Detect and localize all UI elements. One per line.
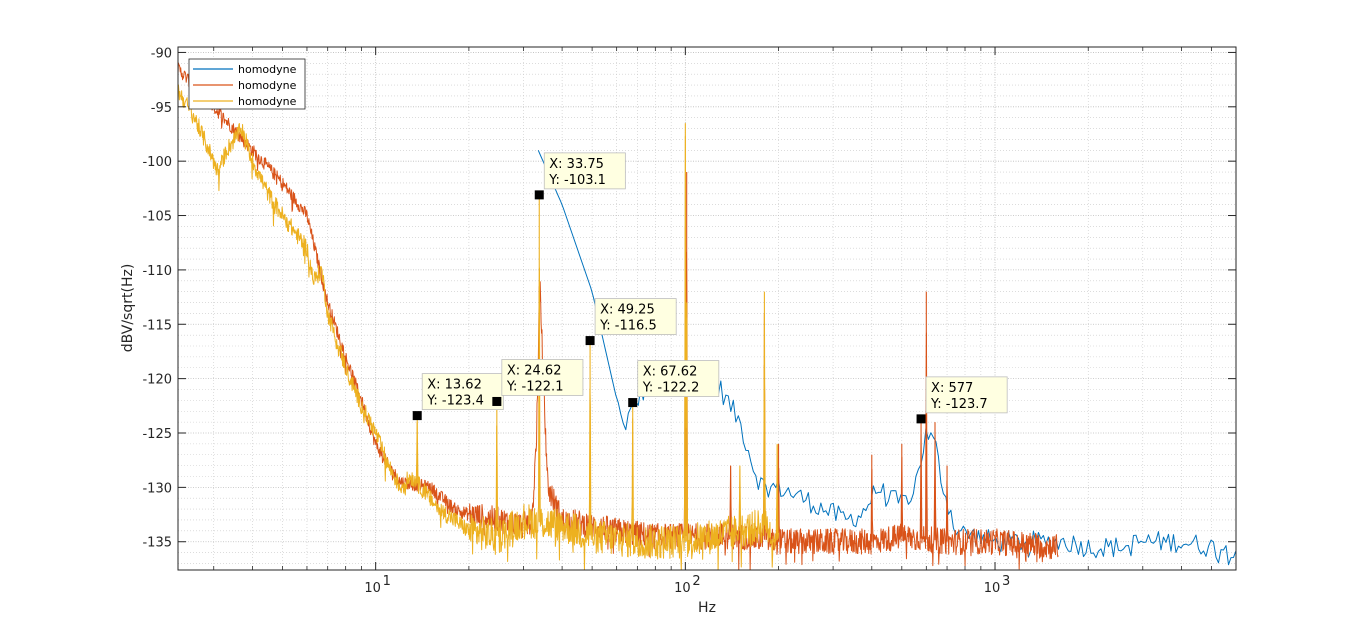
datatip-x-label: X: 577 — [931, 381, 973, 396]
datatip[interactable]: X: 49.25Y: -116.5 — [585, 298, 677, 346]
y-tick-label: -95 — [151, 101, 172, 116]
datatip-box — [421, 373, 504, 411]
datatip-x-label: X: 13.62 — [427, 378, 482, 393]
legend-label-2: homodyne — [238, 79, 297, 92]
legend-label-1: homodyne — [238, 63, 297, 76]
datatips: X: 33.75Y: -103.1 X: 49.25Y: -116.5 X: 13.… — [412, 152, 1008, 424]
x-tick-label: 10 — [364, 581, 381, 596]
datatip-x-label: X: 49.25 — [600, 303, 655, 318]
y-tick-label: -110 — [142, 264, 172, 279]
axis-ticks — [178, 47, 1237, 570]
datatip-box — [925, 376, 1008, 414]
x-tick-exponent: 2 — [692, 574, 700, 589]
plot-background — [178, 47, 1236, 570]
x-axis-label: Hz — [698, 600, 716, 616]
y-tick-label: -105 — [142, 210, 172, 225]
datatip-marker — [412, 411, 422, 421]
datatip-y-label: Y: -122.1 — [506, 379, 564, 394]
x-tick-exponent: 1 — [383, 574, 391, 589]
datatip[interactable]: X: 33.75Y: -103.1 — [534, 152, 626, 200]
datatip-box — [543, 152, 626, 190]
y-tick-label: -115 — [142, 318, 172, 333]
datatip-x-label: X: 33.75 — [549, 157, 604, 172]
series-line-3 — [178, 84, 780, 570]
datatip-y-label: Y: -123.4 — [426, 394, 484, 409]
datatip[interactable]: X: 67.62Y: -122.2 — [628, 360, 720, 408]
datatip-x-label: X: 67.62 — [643, 365, 698, 380]
datatip-y-label: Y: -103.1 — [548, 173, 606, 188]
datatip-y-label: Y: -122.2 — [642, 381, 700, 396]
x-tick-label: 10 — [984, 581, 1001, 596]
datatip-y-label: Y: -116.5 — [599, 319, 657, 334]
datatip-marker — [534, 190, 544, 200]
datatip-box — [594, 298, 677, 335]
y-tick-label: -130 — [142, 481, 172, 496]
y-tick-label: -90 — [151, 46, 172, 61]
datatip-marker — [916, 414, 926, 424]
y-tick-labels: -90 -95 -100 -105 -110 -115 -120 -125 -130 -135 — [142, 46, 172, 550]
datatip-box — [637, 360, 720, 397]
x-tick-exponent: 3 — [1002, 574, 1010, 589]
datatip-x-label: X: 24.62 — [507, 363, 562, 378]
datatip-y-label: Y: -123.7 — [930, 397, 988, 412]
y-tick-label: -125 — [142, 427, 172, 442]
datatip-marker — [492, 396, 502, 406]
y-tick-label: -135 — [142, 536, 172, 551]
x-tick-labels: 10 1 10 2 10 3 — [364, 574, 1010, 596]
plot-frame — [177, 46, 1237, 571]
legend-label-3: homodyne — [238, 95, 297, 108]
series-layer — [178, 62, 1236, 570]
x-tick-label: 10 — [674, 581, 691, 596]
datatip[interactable]: X: 13.62Y: -123.4 — [412, 373, 504, 421]
datatip-marker — [585, 336, 595, 346]
datatip-box — [501, 359, 584, 396]
datatip-marker — [628, 398, 638, 408]
y-tick-label: -120 — [142, 373, 172, 388]
legend[interactable]: homodyne homodyne homodyne — [188, 58, 306, 110]
y-tick-label: -100 — [142, 155, 172, 170]
y-axis-label: dBV/sqrt(Hz) — [120, 264, 136, 353]
datatip[interactable]: X: 24.62Y: -122.1 — [492, 359, 584, 406]
